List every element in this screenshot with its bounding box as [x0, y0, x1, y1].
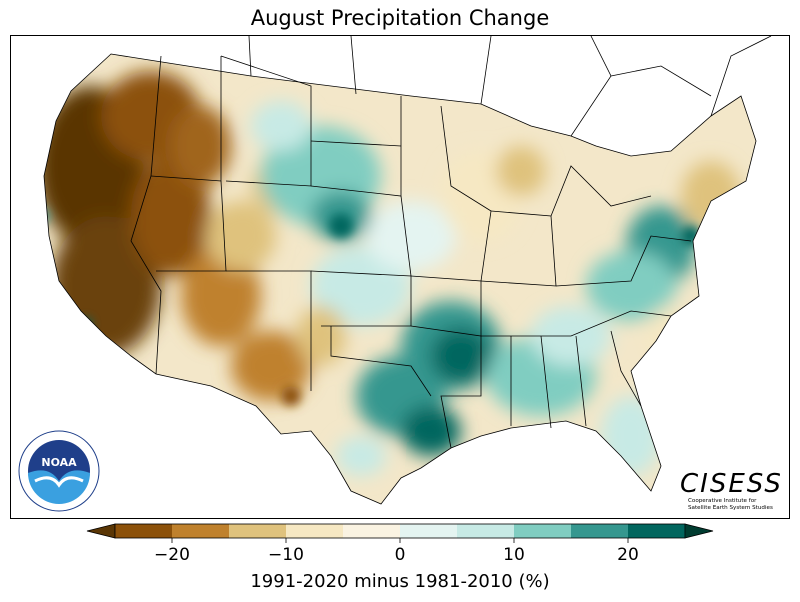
colorbar-ticks: −20 −10 0 10 20 — [154, 538, 639, 565]
precip-field — [44, 54, 756, 504]
colorbar-bin — [628, 524, 686, 538]
colorbar-label: 1991-2020 minus 1981-2010 (%) — [250, 571, 550, 592]
colorbar-bin — [172, 524, 230, 538]
colorbar-bin — [229, 524, 287, 538]
colorbar-bin — [571, 524, 629, 538]
colorbar-bin — [286, 524, 344, 538]
map-svg: NOAA — [18, 36, 772, 512]
colorbar-bin — [514, 524, 572, 538]
map-title: August Precipitation Change — [250, 6, 550, 30]
colorbar-bin — [115, 524, 173, 538]
colorbar-tick-label: 20 — [617, 545, 639, 565]
colorbar-bins — [86, 523, 714, 539]
colorbar-tick-label: −20 — [154, 545, 190, 565]
colorbar-bin — [400, 524, 458, 538]
cisess-line2: Satellite Earth System Studies — [688, 504, 773, 511]
cisess-logo: CISESS Cooperative Institute for Satelli… — [680, 470, 790, 511]
colorbar-tick-label: 0 — [395, 545, 406, 565]
noaa-text: NOAA — [41, 456, 77, 469]
colorbar-bin — [457, 524, 515, 538]
colorbar-tick-label: 10 — [503, 545, 525, 565]
colorbar-over-arrow — [684, 523, 714, 539]
map-panel: NOAA — [10, 35, 790, 519]
colorbar-bin — [343, 524, 401, 538]
noaa-logo: NOAA — [18, 430, 100, 512]
colorbar: −20 −10 0 10 20 — [86, 523, 714, 565]
cisess-name: CISESS — [680, 469, 783, 499]
boundary-lines — [43, 36, 772, 505]
colorbar-tick-label: −10 — [268, 545, 304, 565]
colorbar-under-arrow — [86, 523, 116, 539]
cisess-line1: Cooperative Institute for — [688, 498, 757, 504]
